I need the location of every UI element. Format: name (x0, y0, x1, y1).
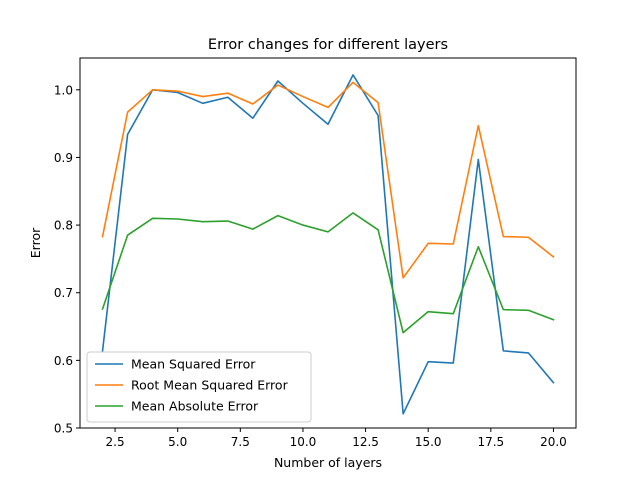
series-line-mean-squared-error (101, 74, 555, 415)
legend: Mean Squared Error Root Mean Squared Erro… (86, 351, 312, 423)
x-axis-label: Number of layers (274, 455, 382, 470)
x-tick-label: 5.0 (168, 435, 187, 449)
x-tick-label: 10.0 (290, 435, 317, 449)
x-tick-label: 20.0 (540, 435, 567, 449)
y-tick-label: 0.7 (54, 286, 73, 300)
legend-label: Root Mean Squared Error (131, 378, 289, 393)
legend-label: Mean Squared Error (131, 357, 256, 372)
y-tick-label: 0.9 (54, 151, 73, 165)
y-tick-label: 0.8 (54, 219, 73, 233)
series-line-mean-absolute-error (101, 212, 555, 334)
legend-label: Mean Absolute Error (131, 399, 259, 414)
y-tick-label: 0.6 (54, 354, 73, 368)
y-axis: 0.5 0.6 0.7 0.8 0.9 1.0 (54, 83, 80, 436)
x-tick-label: 7.5 (231, 435, 250, 449)
plot-frame (79, 57, 577, 429)
x-tick-label: 2.5 (106, 435, 125, 449)
y-tick-label: 0.5 (54, 422, 73, 436)
y-tick-label: 1.0 (54, 83, 73, 97)
x-tick-label: 12.5 (352, 435, 379, 449)
y-axis-label: Error (28, 227, 43, 258)
series-lines (101, 74, 555, 415)
x-axis: 2.5 5.0 7.5 10.0 12.5 15.0 17.5 20.0 (106, 428, 567, 449)
series-line-root-mean-squared-error (101, 81, 555, 279)
x-tick-label: 15.0 (415, 435, 442, 449)
chart-title: Error changes for different layers (208, 37, 448, 53)
legend-box (86, 351, 312, 423)
x-tick-label: 17.5 (477, 435, 504, 449)
